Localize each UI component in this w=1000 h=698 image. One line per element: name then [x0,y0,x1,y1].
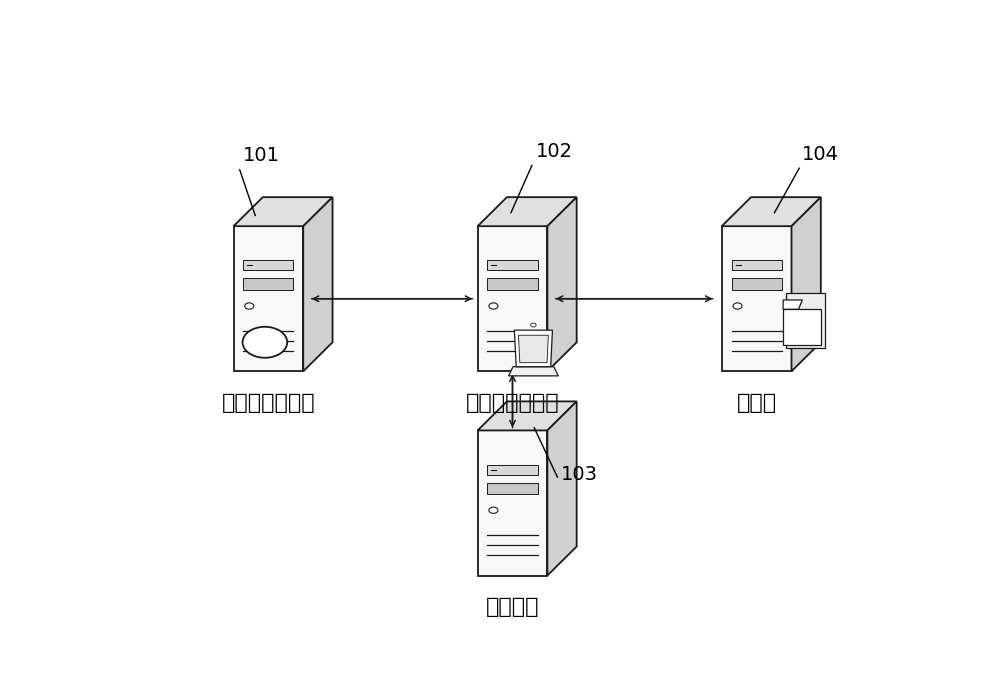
Polygon shape [478,431,547,576]
Circle shape [489,303,498,309]
Polygon shape [518,335,548,363]
Polygon shape [478,226,547,371]
Circle shape [243,327,287,358]
Polygon shape [508,366,558,376]
Polygon shape [786,292,825,348]
Polygon shape [547,197,577,371]
Polygon shape [783,300,802,309]
Polygon shape [478,401,577,431]
Polygon shape [243,279,293,290]
Text: 103: 103 [561,465,598,484]
Circle shape [489,507,498,513]
Polygon shape [243,260,293,270]
Text: 源码库: 源码库 [737,393,777,413]
Circle shape [733,303,742,309]
Text: 部署控制服务器: 部署控制服务器 [466,393,559,413]
Polygon shape [514,330,552,366]
Polygon shape [547,401,577,576]
Polygon shape [732,279,782,290]
Polygon shape [487,482,538,494]
Circle shape [531,323,536,327]
Polygon shape [487,260,538,270]
Text: 102: 102 [536,142,573,161]
Text: 大型主机: 大型主机 [486,597,539,617]
Polygon shape [234,226,303,371]
Polygon shape [303,197,333,371]
Circle shape [245,303,254,309]
Polygon shape [478,197,577,226]
Polygon shape [732,260,782,270]
Text: 104: 104 [802,145,839,164]
Polygon shape [487,465,538,475]
Text: 101: 101 [243,147,280,165]
Polygon shape [783,309,821,346]
Polygon shape [487,279,538,290]
Text: 前端管控服务器: 前端管控服务器 [222,393,315,413]
Polygon shape [792,197,821,371]
Polygon shape [234,197,333,226]
Polygon shape [722,226,792,371]
Polygon shape [722,197,821,226]
